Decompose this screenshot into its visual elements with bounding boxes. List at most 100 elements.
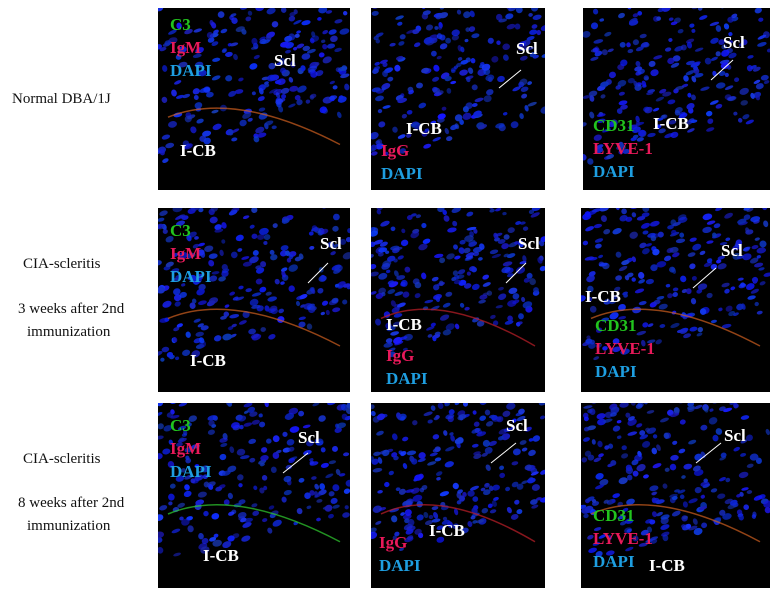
nucleus [538,240,545,247]
nucleus [195,499,205,506]
nucleus [674,191,680,196]
nucleus [462,403,469,407]
nucleus [520,86,529,92]
nucleus [604,31,612,37]
nucleus [529,193,537,200]
nucleus [488,440,497,447]
nucleus [529,278,536,286]
nucleus [416,82,423,89]
nucleus [531,208,541,212]
nucleus [160,357,165,362]
nucleus [712,198,718,204]
nucleus [431,276,439,282]
nucleus [451,69,456,73]
nucleus [689,23,695,28]
nucleus [486,89,494,96]
nucleus [717,255,725,260]
row-label: 8 weeks after 2nd [18,495,125,511]
nucleus [456,9,462,15]
nucleus [621,453,629,459]
nucleus [196,0,204,1]
nucleus [223,499,230,506]
nucleus [679,232,685,238]
nucleus [213,193,223,200]
nucleus [727,40,734,44]
nucleus [228,90,237,97]
nucleus [506,253,516,259]
nucleus [424,520,434,526]
nucleus [697,326,703,333]
nucleus [283,489,292,496]
nucleus [655,499,665,504]
nucleus [456,500,462,505]
nucleus [602,128,612,133]
nucleus [169,483,176,489]
nucleus [209,216,218,224]
nucleus [491,500,497,507]
nucleus [750,92,755,99]
nucleus [686,103,695,110]
nucleus [531,24,538,29]
nucleus [621,259,630,266]
nucleus [158,286,166,294]
nucleus [311,476,317,480]
nucleus [173,552,181,557]
nucleus [308,231,314,236]
nucleus [693,61,701,66]
nucleus [751,276,759,283]
nucleus [303,450,312,456]
nucleus [468,26,476,32]
nucleus [218,276,226,282]
nucleus [339,28,350,35]
nucleus [467,67,473,74]
nucleus [421,485,428,490]
nucleus [281,270,286,278]
nucleus [163,266,171,271]
nucleus [221,264,228,271]
nucleus [382,70,388,78]
nucleus [275,449,282,454]
nucleus [332,484,340,492]
nucleus [727,16,734,23]
nucleus [721,282,730,288]
nucleus [660,417,669,423]
nucleus [209,537,217,542]
nucleus [638,279,645,284]
nucleus [243,403,253,408]
nucleus [495,13,503,21]
nucleus [536,29,542,36]
nucleus [477,124,488,130]
nucleus [233,53,238,61]
nucleus [669,463,677,471]
nucleus [379,59,388,64]
pointer-line [282,452,309,474]
nucleus [376,139,383,145]
nucleus [743,504,749,510]
nucleus [507,300,517,307]
nucleus [715,25,722,32]
nucleus [388,470,394,476]
nucleus [645,278,654,285]
nucleus [742,246,751,251]
nucleus [763,80,770,85]
nucleus [393,313,403,318]
nucleus [745,283,755,291]
nucleus [280,41,290,48]
nucleus [188,415,197,422]
nucleus [380,220,390,227]
nucleus [173,288,181,296]
nucleus [719,509,726,516]
nucleus [302,45,311,52]
stain-label: C3 [170,15,191,34]
nucleus [449,432,454,436]
nucleus [171,2,178,7]
nucleus [345,236,350,243]
nucleus [683,463,693,470]
nucleus [729,499,738,506]
nucleus [158,514,164,521]
nucleus [371,151,378,156]
nucleus [335,468,341,476]
nucleus [465,27,470,32]
nucleus [434,26,439,30]
nucleus [639,33,647,39]
